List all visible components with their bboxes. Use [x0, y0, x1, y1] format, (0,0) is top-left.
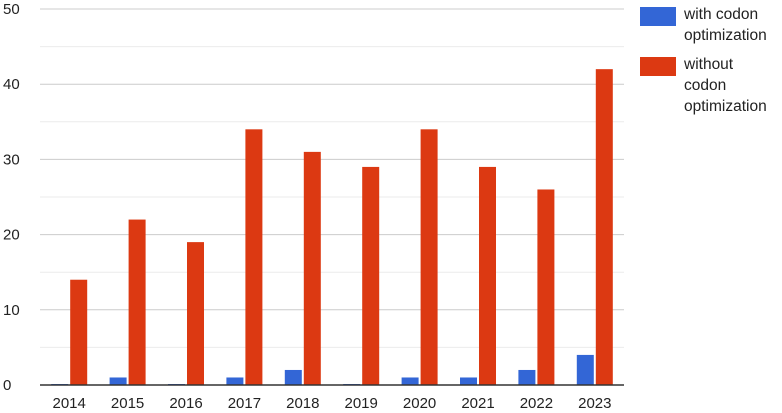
bar-without-codon — [187, 242, 204, 385]
x-tick-label: 2021 — [461, 395, 494, 412]
legend: with codon optimization without codon op… — [640, 4, 780, 125]
x-tick-label: 2019 — [345, 395, 378, 412]
x-tick-label: 2014 — [53, 395, 86, 412]
bar-without-codon — [595, 69, 613, 385]
bar-without-codon — [537, 189, 555, 385]
bar-with-codon — [460, 377, 477, 385]
bar-without-codon — [362, 166, 380, 385]
x-tick-label: 2017 — [228, 395, 261, 412]
x-tick-label: 2015 — [111, 395, 144, 412]
bar-with-codon — [401, 377, 419, 385]
bar-without-codon — [479, 166, 496, 385]
y-tick-label: 10 — [3, 302, 20, 319]
bar-without-codon — [128, 219, 146, 385]
y-tick-label: 40 — [3, 76, 20, 93]
legend-label-without-codon: without codon optimization — [684, 56, 767, 115]
bar-without-codon — [303, 151, 321, 385]
legend-item-without-codon: without codon optimization — [640, 54, 780, 117]
y-tick-label: 20 — [3, 227, 20, 244]
x-tick-label: 2018 — [286, 395, 319, 412]
bar-without-codon — [70, 279, 88, 385]
bar-with-codon — [576, 354, 594, 385]
x-tick-label: 2016 — [169, 395, 202, 412]
y-tick-label: 0 — [3, 377, 11, 394]
bar-without-codon — [245, 129, 263, 385]
bar-with-codon — [109, 377, 127, 385]
legend-item-with-codon: with codon optimization — [640, 4, 780, 46]
bar-without-codon — [420, 129, 438, 385]
x-tick-label: 2020 — [403, 395, 436, 412]
legend-swatch-without-codon — [640, 57, 676, 76]
legend-label-with-codon: with codon optimization — [684, 6, 767, 44]
y-tick-label: 50 — [3, 1, 20, 18]
legend-swatch-with-codon — [640, 7, 676, 26]
bar-with-codon — [284, 369, 302, 385]
y-tick-label: 30 — [3, 151, 20, 168]
bar-with-codon — [518, 369, 536, 385]
bar-with-codon — [226, 377, 244, 385]
x-tick-label: 2022 — [520, 395, 553, 412]
x-tick-label: 2023 — [578, 395, 611, 412]
